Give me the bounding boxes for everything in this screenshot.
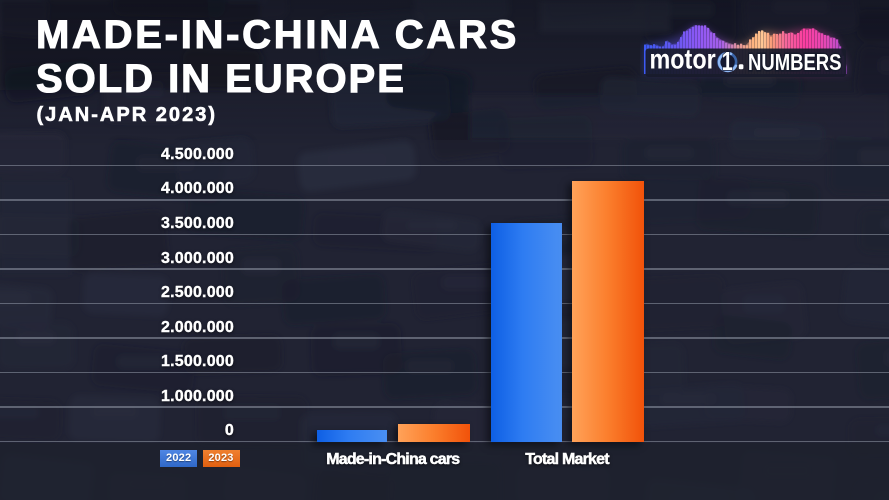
svg-text:NUMBERS: NUMBERS <box>748 49 842 75</box>
svg-text:motor: motor <box>650 44 716 75</box>
svg-text:1: 1 <box>722 46 733 75</box>
